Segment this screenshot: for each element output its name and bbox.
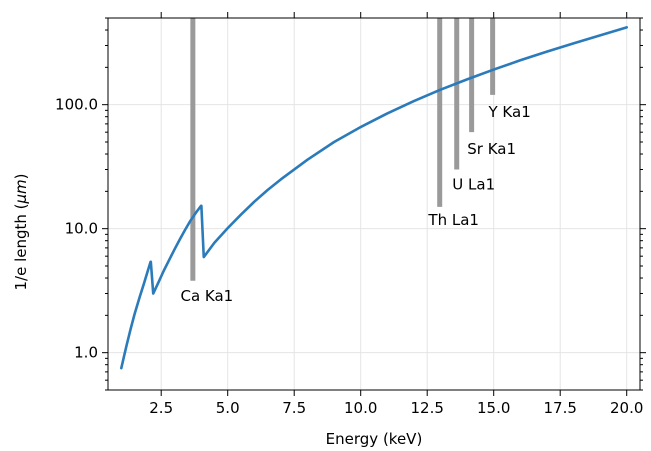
y-tick-label-1: 10.0 bbox=[65, 220, 98, 238]
axes bbox=[107, 17, 641, 391]
x-tick-label-4: 12.5 bbox=[410, 399, 443, 417]
ticks bbox=[102, 12, 646, 396]
y-tick-label-0: 1.0 bbox=[74, 344, 98, 362]
x-axis-label: Energy (keV) bbox=[326, 430, 423, 448]
emission-label-th-la1: Th La1 bbox=[427, 211, 479, 229]
series-line-0 bbox=[120, 26, 629, 370]
grid bbox=[108, 18, 640, 390]
x-tick-label-5: 15.0 bbox=[477, 399, 510, 417]
emission-label-ca-ka1: Ca Ka1 bbox=[180, 287, 233, 305]
emission-label-u-la1: U La1 bbox=[452, 176, 495, 194]
emission-label-sr-ka1: Sr Ka1 bbox=[467, 140, 516, 158]
y-axis-label-unit: μm bbox=[12, 179, 30, 204]
x-tick-label-7: 20.0 bbox=[610, 399, 643, 417]
y-axis-label: 1/e length (μm) bbox=[12, 173, 30, 290]
x-tick-label-1: 5.0 bbox=[216, 399, 240, 417]
y-tick-label-2: 100.0 bbox=[55, 96, 98, 114]
x-tick-label-3: 10.0 bbox=[344, 399, 377, 417]
labels: Ca Ka1 Th La1 U La1 Sr Ka1 Y Ka1 2.5 5.0 7.5 10.… bbox=[55, 96, 643, 417]
x-tick-label-0: 2.5 bbox=[149, 399, 173, 417]
y-axis-label-main: 1/e length ( bbox=[12, 203, 30, 290]
y-axis-label-end: ) bbox=[12, 173, 30, 179]
plot-frame bbox=[107, 17, 641, 391]
series-layer bbox=[120, 26, 629, 370]
x-tick-label-6: 17.5 bbox=[543, 399, 576, 417]
x-tick-label-2: 7.5 bbox=[282, 399, 306, 417]
emission-lines bbox=[190, 18, 496, 281]
emission-label-y-ka1: Y Ka1 bbox=[488, 103, 531, 121]
